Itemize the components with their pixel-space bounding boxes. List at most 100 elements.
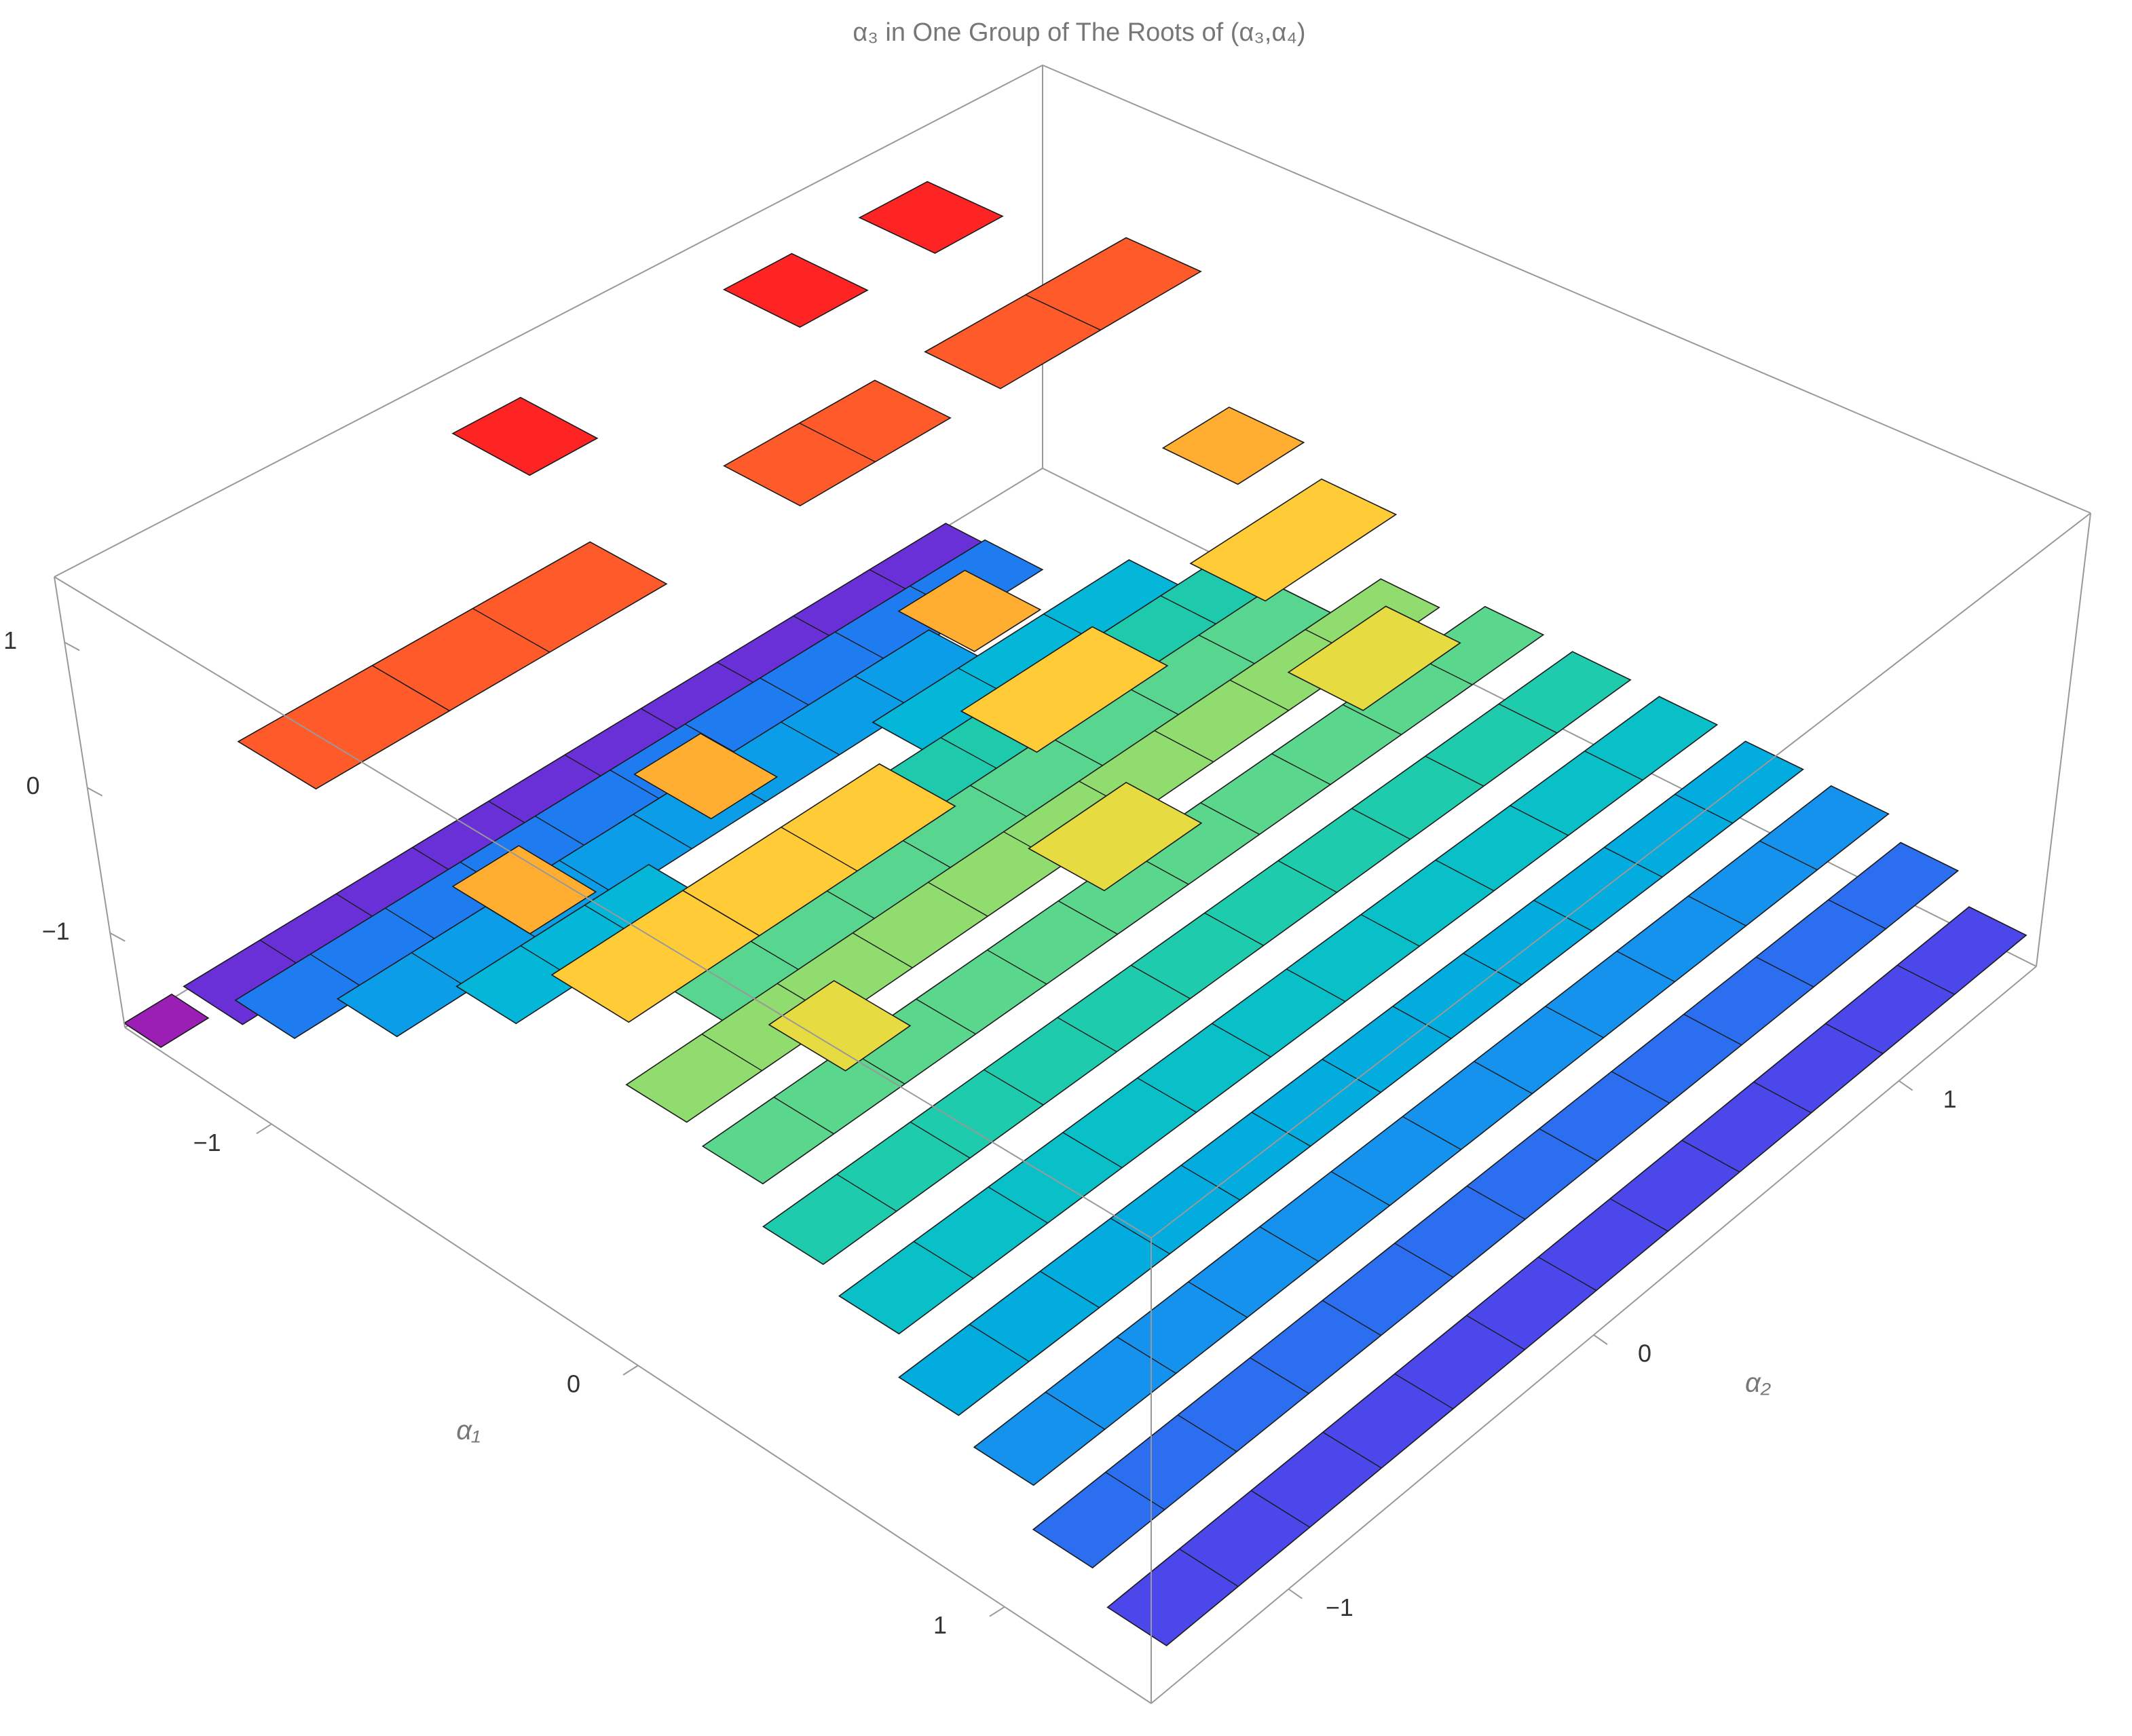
tick-label: 1: [1943, 1085, 1957, 1113]
cell-line: [1896, 964, 1955, 995]
cell-line: [1604, 846, 1663, 878]
cell-line: [799, 422, 876, 463]
x-tick: [989, 1606, 1005, 1617]
tile-face: [123, 994, 210, 1049]
cell-line: [1198, 635, 1258, 666]
cell-line: [836, 1173, 897, 1212]
cell-line: [1533, 899, 1592, 932]
cell-line: [1402, 1116, 1461, 1150]
tile-face: [897, 569, 1042, 652]
cell-line: [988, 1186, 1048, 1224]
cell-line: [1130, 964, 1191, 1000]
tile: [960, 626, 1169, 753]
cell-line: [1584, 751, 1643, 781]
cell-line: [910, 1121, 971, 1159]
tile: [1287, 605, 1461, 711]
tile: [550, 890, 761, 1023]
tile-face: [723, 379, 952, 507]
cell-line: [893, 835, 954, 870]
tick-label: 0: [26, 772, 40, 799]
box-edge: [54, 576, 1152, 1239]
cell-line: [1360, 913, 1420, 947]
tile: [1161, 407, 1305, 485]
tile-face: [1287, 605, 1461, 711]
cell-line: [1611, 1071, 1670, 1104]
cell-line: [1322, 1059, 1381, 1093]
tile: [858, 181, 1004, 254]
y-tick: [1288, 1588, 1303, 1600]
cell-line: [1351, 808, 1411, 840]
cell-line: [1343, 704, 1402, 736]
tile: [451, 845, 597, 935]
cell-line: [1062, 1132, 1123, 1169]
cell-line: [633, 814, 692, 850]
tile: [1028, 782, 1203, 892]
tick-label: −1: [1326, 1593, 1353, 1621]
cell-line: [1466, 1185, 1526, 1220]
cell-line: [1425, 755, 1484, 787]
tick-label: −1: [42, 917, 70, 945]
cell-line: [984, 1069, 1044, 1106]
tile: [768, 980, 912, 1072]
cell-line: [1753, 1081, 1812, 1114]
cell-line: [781, 721, 840, 755]
cell-line: [1229, 679, 1289, 711]
tile-face: [234, 539, 1044, 1039]
box-edge: [1151, 512, 2091, 1239]
cell-line: [928, 882, 988, 917]
cell-line: [472, 607, 550, 653]
cell-line: [1616, 950, 1675, 983]
cell-line: [1463, 953, 1522, 985]
tile: [973, 785, 1890, 1486]
cell-line: [1154, 730, 1214, 763]
cell-line: [1687, 895, 1746, 926]
cell-line: [1105, 1471, 1165, 1511]
cell-line: [913, 1241, 974, 1279]
tile: [237, 664, 451, 790]
cell-line: [1058, 900, 1118, 935]
tick-label: 1: [933, 1611, 947, 1639]
box-edge: [54, 576, 126, 1028]
tile: [633, 732, 779, 820]
cell-line: [1025, 294, 1101, 331]
cell-line: [1200, 802, 1260, 835]
tile-face: [550, 890, 761, 1023]
tile-face: [1028, 782, 1203, 892]
cell-line: [1755, 956, 1814, 987]
cell-line: [1828, 899, 1886, 930]
cell-line: [1510, 805, 1569, 836]
cell-line: [1609, 1198, 1668, 1232]
tile-face: [858, 181, 1004, 254]
cell-line: [781, 827, 858, 871]
y-tick: [1899, 1080, 1913, 1091]
cell-line: [970, 785, 1030, 819]
tile: [451, 396, 599, 476]
cell-line: [1188, 1281, 1248, 1318]
tick-label: −1: [193, 1129, 221, 1156]
tile-face: [451, 845, 597, 935]
cell-line: [1277, 860, 1337, 893]
cell-line: [701, 1034, 762, 1072]
tile-face: [838, 696, 1719, 1335]
cell-line: [817, 885, 878, 921]
y-axis-label: α₂: [1745, 1368, 1771, 1398]
cell-line: [852, 932, 913, 968]
cell-line: [1212, 1023, 1271, 1057]
tick-label: 0: [567, 1370, 580, 1398]
cell-line: [1683, 1013, 1742, 1046]
tile: [762, 651, 1632, 1265]
cell-line: [1675, 793, 1734, 824]
tile-face: [924, 237, 1202, 390]
cell-line: [1681, 1139, 1740, 1173]
cell-line: [1759, 840, 1818, 871]
z-tick: [64, 641, 80, 652]
box-edge: [2036, 512, 2091, 967]
cell-line: [1204, 912, 1264, 946]
cell-line: [1537, 1256, 1597, 1291]
cell-line: [969, 1323, 1030, 1362]
cell-line: [1039, 1270, 1100, 1308]
cell-line: [1322, 1300, 1381, 1336]
tile-face: [1161, 407, 1305, 485]
box-edge: [54, 64, 1043, 578]
cell-line: [1394, 1243, 1454, 1278]
